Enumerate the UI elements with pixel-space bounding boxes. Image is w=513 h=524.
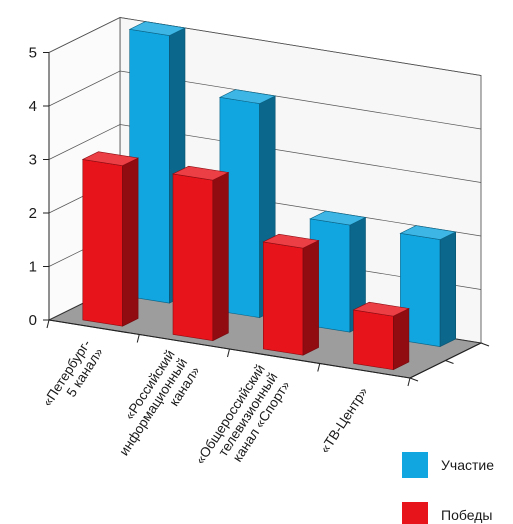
x-tick-mark bbox=[317, 363, 321, 372]
bars bbox=[81, 21, 457, 371]
bar-top-face bbox=[128, 21, 186, 36]
bar bbox=[172, 165, 230, 342]
y-tick-label: 5 bbox=[29, 45, 37, 62]
y-tick-label: 2 bbox=[29, 205, 37, 222]
bar-front-face bbox=[82, 159, 123, 327]
bar bbox=[81, 151, 140, 327]
x-tick-mark bbox=[227, 348, 230, 358]
bar bbox=[399, 225, 457, 348]
bar-front-face bbox=[172, 173, 214, 342]
x-tick-label: «Петербург-5 канал» bbox=[40, 337, 107, 417]
depth-tick-mark bbox=[480, 342, 490, 347]
bar-top-face bbox=[81, 151, 140, 167]
legend-label: Победы bbox=[441, 507, 492, 523]
y-tick-label: 4 bbox=[29, 98, 37, 115]
y-tick-label: 3 bbox=[29, 152, 37, 169]
bar bbox=[352, 301, 410, 371]
bar-top-face bbox=[262, 233, 320, 249]
legend: Участие Победы bbox=[402, 452, 494, 524]
x-tick-mark bbox=[46, 319, 50, 329]
depth-tick-mark bbox=[445, 360, 454, 364]
y-tick-labels: 0 1 2 3 4 5 bbox=[29, 45, 37, 330]
x-tick-label: «ТВ-Центр» bbox=[317, 384, 371, 455]
x-tick-label-line: «ТВ-Центр» bbox=[317, 384, 371, 455]
y-tick-label: 1 bbox=[29, 259, 37, 276]
bar-front-face bbox=[262, 241, 304, 356]
gridline bbox=[48, 17, 482, 76]
y-tick-label: 0 bbox=[29, 312, 37, 329]
x-tick-mark bbox=[136, 334, 140, 343]
legend-label: Участие bbox=[441, 457, 494, 473]
x-tick-label: «Российскийинформационныйканал» bbox=[104, 347, 203, 466]
x-tick-label: «Общероссийскийтелевизионныйканал «Спорт… bbox=[192, 362, 293, 483]
bar-side-face bbox=[302, 240, 319, 356]
bar-side-face bbox=[439, 231, 457, 348]
bar-side-face bbox=[392, 308, 410, 371]
bar-front-face bbox=[353, 309, 394, 371]
bar-side-face bbox=[122, 157, 139, 327]
gridline bbox=[48, 70, 482, 130]
gridline bbox=[48, 124, 482, 183]
bar bbox=[262, 233, 320, 356]
legend-swatch bbox=[402, 502, 428, 524]
bar-top-face bbox=[218, 89, 277, 104]
depth-tick-mark bbox=[409, 377, 419, 382]
bar-top-face bbox=[352, 301, 410, 317]
bar-top-face bbox=[172, 165, 230, 181]
x-tick-mark bbox=[407, 377, 411, 387]
bar-side-face bbox=[212, 172, 229, 342]
bar bbox=[309, 210, 367, 333]
legend-swatch bbox=[402, 452, 428, 478]
bar-top-face bbox=[309, 210, 367, 226]
axes bbox=[43, 52, 490, 387]
bar-top-face bbox=[399, 225, 457, 240]
